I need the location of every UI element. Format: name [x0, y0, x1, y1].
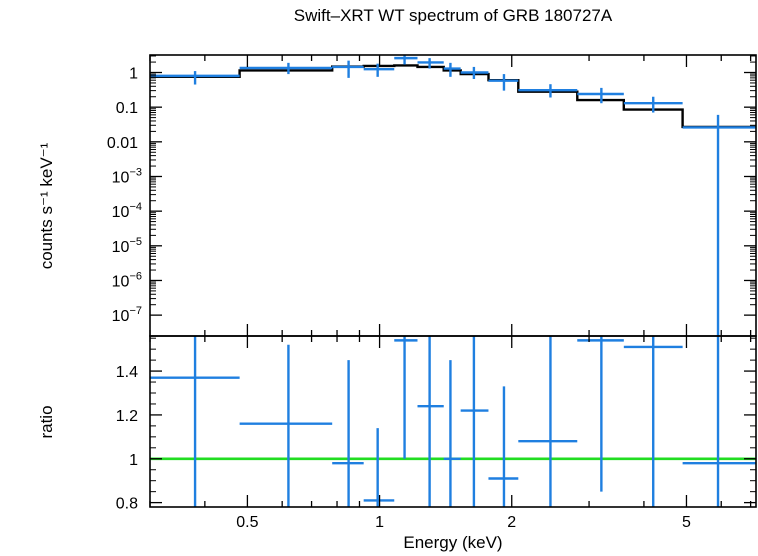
- ratio-point-12: [682, 336, 756, 507]
- spectrum-y-tick-label: 10−5: [112, 236, 142, 256]
- ratio-panel: [150, 336, 756, 507]
- spectrum-point-8: [488, 74, 519, 91]
- spectrum-y-tick-label: 10−6: [112, 270, 142, 290]
- x-tick-label: 1: [375, 514, 384, 531]
- spectrum-panel: [150, 55, 756, 336]
- spectrum-frame: [149, 54, 757, 337]
- spectrum-point-6: [443, 62, 461, 77]
- ratio-point-11: [623, 336, 683, 507]
- x-axis-label: Energy (keV): [403, 533, 503, 552]
- ratio-point-5: [417, 336, 444, 507]
- spectrum-y-tick-label: 10−3: [112, 166, 142, 186]
- model-step-line: [150, 64, 756, 129]
- spectrum-point-10: [577, 87, 624, 104]
- ratio-point-10: [577, 336, 624, 492]
- spectrum-y-tick-label: 10−4: [112, 201, 142, 221]
- ratio-point-1: [239, 344, 333, 507]
- ratio-y-tick-label: 1: [129, 452, 138, 469]
- x-tick-label: 2: [507, 514, 516, 531]
- ratio-point-2: [332, 360, 364, 507]
- ratio-point-0: [150, 336, 240, 507]
- x-tick-label: 5: [682, 514, 691, 531]
- axes-frame: 0.5 1 2 5 1 0.1 0.01 10−3 10−4 10−5 10−6 10−7 0.8 1 1.…: [107, 54, 757, 531]
- ratio-frame: [149, 335, 757, 508]
- spectrum-point-5: [417, 58, 444, 69]
- spectrum-point-4: [394, 55, 418, 65]
- chart-title: Swift–XRT WT spectrum of GRB 180727A: [293, 6, 613, 25]
- spectrum-y-tick-label: 1: [129, 66, 138, 83]
- ratio-y-tick-label: 1.4: [116, 364, 138, 381]
- spectrum-y-tick-label: 10−7: [112, 305, 142, 325]
- spectrum-point-12: [682, 114, 756, 336]
- spectrum-point-2: [332, 60, 364, 78]
- spectrum-point-7: [460, 66, 489, 79]
- spectrum-y-tick-label: 0.01: [107, 135, 138, 152]
- ratio-y-tick-label: 0.8: [116, 496, 138, 513]
- ratio-point-9: [518, 336, 578, 507]
- ratio-point-4: [394, 336, 418, 459]
- spectrum-y-tick-label: 0.1: [116, 100, 138, 117]
- spectrum-point-0: [150, 71, 240, 85]
- spectrum-point-9: [518, 84, 578, 98]
- ratio-point-8: [488, 386, 519, 507]
- spectrum-point-1: [239, 62, 333, 75]
- ratio-y-tick-label: 1.2: [116, 408, 138, 425]
- ratio-point-6: [443, 360, 461, 507]
- spectrum-point-11: [623, 96, 683, 113]
- spectrum-point-3: [363, 63, 395, 77]
- ratio-point-7: [460, 336, 489, 507]
- x-tick-label: 0.5: [236, 514, 258, 531]
